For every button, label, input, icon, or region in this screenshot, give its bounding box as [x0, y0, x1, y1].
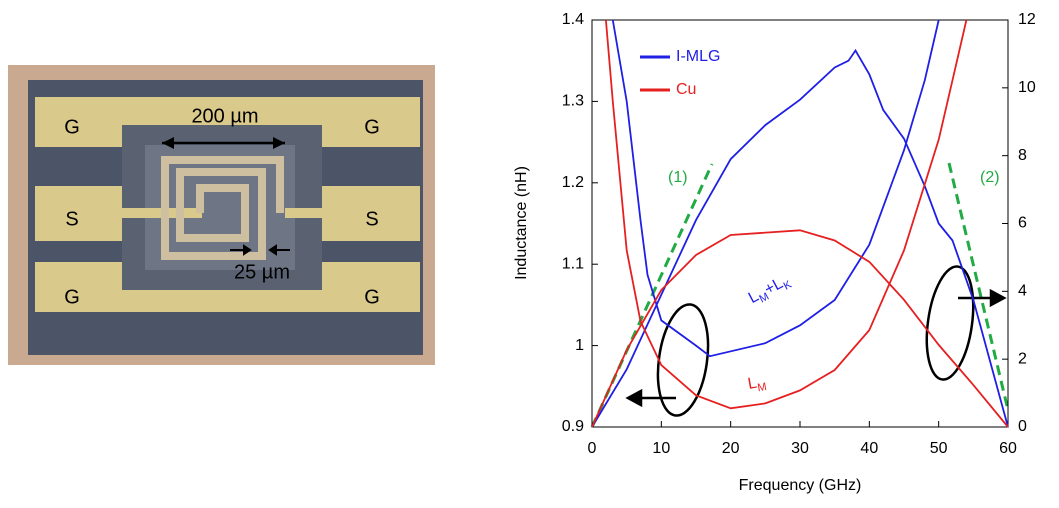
x-tick-label: 40 [860, 440, 878, 457]
annotation-text: M [757, 381, 768, 394]
annotation: LM+LK [746, 271, 794, 309]
x-axis-label: Frequency (GHz) [739, 477, 862, 494]
annotation-text: (2) [980, 169, 1000, 186]
ellipse-marker [920, 263, 979, 382]
annotation: (1) [668, 169, 688, 186]
y-axis-label: Inductance (nH) [513, 166, 530, 280]
y-tick-label: 1.3 [562, 93, 584, 110]
y2-tick-label: 2 [1018, 350, 1027, 367]
pad-label: S [365, 208, 378, 230]
x-tick-label: 60 [999, 440, 1017, 457]
y2-tick-label: 12 [1018, 11, 1036, 28]
signal-line [285, 208, 325, 218]
y-tick-label: 1.2 [562, 174, 584, 191]
legend-label: I-MLG [676, 48, 720, 65]
pad-label: G [64, 116, 80, 138]
scale-label: 25 µm [234, 261, 290, 283]
pad-label: S [65, 208, 78, 230]
x-tick-label: 10 [652, 440, 670, 457]
plot-frame [592, 20, 1008, 427]
x-tick-label: 30 [791, 440, 809, 457]
figure: G G S S G G 200 µm 25 µm Frequency (GHz)… [0, 0, 1059, 503]
y2-tick-label: 8 [1018, 147, 1027, 164]
series-line [613, 20, 939, 356]
pad-label: G [364, 116, 380, 138]
x-tick-label: 20 [722, 440, 740, 457]
scale-label: 200 µm [191, 105, 258, 127]
annotation: (2) [980, 169, 1000, 186]
guide-line [949, 163, 1008, 410]
annotation: LM [746, 373, 767, 396]
y2-tick-label: 10 [1018, 79, 1036, 96]
y2-tick-label: 4 [1018, 283, 1027, 300]
annotation-text: (1) [668, 169, 688, 186]
x-tick-label: 50 [930, 440, 948, 457]
y2-tick-label: 0 [1018, 418, 1027, 435]
y-tick-label: 1.4 [562, 11, 584, 28]
pad-label: G [364, 286, 380, 308]
pad [35, 186, 125, 241]
y-tick-label: 0.9 [562, 418, 584, 435]
legend-label: Cu [676, 81, 696, 98]
x-tick-label: 0 [588, 440, 597, 457]
y-tick-label: 1 [575, 337, 584, 354]
axis-arrow [628, 391, 676, 405]
device-photo: G G S S G G 200 µm 25 µm [8, 65, 435, 365]
y-tick-label: 1.1 [562, 255, 584, 272]
y2-tick-label: 6 [1018, 215, 1027, 232]
pad-label: G [64, 286, 80, 308]
